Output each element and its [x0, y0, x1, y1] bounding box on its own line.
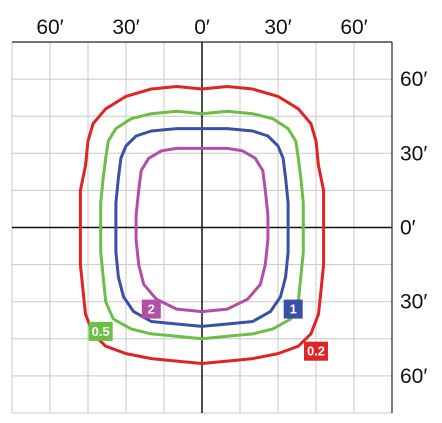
- contour-label-text: 1: [290, 302, 297, 317]
- y-tick-label: 0′: [400, 217, 416, 240]
- x-tick-label: 30′: [112, 16, 139, 39]
- contour-1: [114, 127, 290, 328]
- contour-0-2: [78, 85, 326, 365]
- contour-label-text: 2: [148, 302, 155, 317]
- y-tick-label: 60′: [400, 365, 427, 388]
- contour-2: [134, 146, 270, 314]
- x-tick-label: 60′: [36, 16, 63, 39]
- x-tick-label: 60′: [340, 16, 367, 39]
- contour-label-box: [141, 299, 161, 319]
- y-tick-label: 30′: [400, 291, 427, 314]
- contour-label-text: 0.5: [92, 324, 110, 339]
- contour-label-text: 0.2: [307, 344, 325, 359]
- contour-curves: [78, 85, 326, 365]
- axes: [12, 41, 393, 413]
- contour-label-box: [304, 341, 328, 361]
- contour-labels: 2 1 0.5 0.2: [88, 299, 328, 361]
- tick-labels: 60′ 30′ 0′ 30′ 60′ 60′ 30′ 0′ 30′ 60′: [36, 16, 427, 388]
- x-tick-label: 0′: [194, 16, 210, 39]
- y-tick-label: 60′: [400, 68, 427, 91]
- contour-label-box: [283, 299, 303, 319]
- contour-label-box: [88, 321, 113, 341]
- contour-0-5: [99, 109, 305, 341]
- y-tick-label: 30′: [400, 142, 427, 165]
- x-tick-label: 30′: [264, 16, 291, 39]
